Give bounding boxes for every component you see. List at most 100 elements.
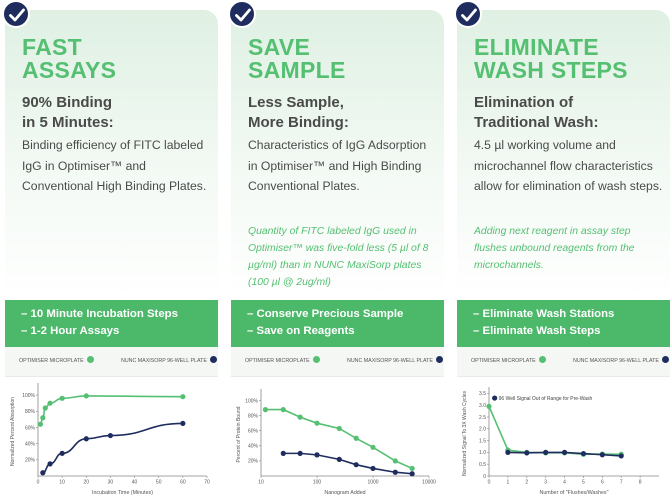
x-tick-label: 5 — [582, 480, 585, 486]
panel-save-sample: SAVE SAMPLE Less Sample, More Binding: C… — [231, 10, 444, 498]
series-line — [42, 422, 183, 474]
checkmark-icon — [461, 8, 477, 22]
x-tick-label: 30 — [108, 480, 114, 486]
x-tick-label: 4 — [563, 480, 566, 486]
navy-dot-icon — [661, 356, 669, 364]
data-point — [599, 452, 605, 458]
y-tick-label: 1.5 — [479, 438, 486, 444]
legend-label: NUNC MAXISORP 96-WELL PLATE — [347, 358, 433, 364]
y-tick-label: 100% — [22, 393, 35, 399]
data-point — [83, 393, 89, 399]
chart-protein-bound: 20% 40% 60% 80% 100% 10 100 1000 10000 Nanogram A… — [236, 389, 436, 496]
panel-subtitle: Less Sample, More Binding: — [248, 94, 349, 131]
x-tick-label: 1000 — [367, 480, 378, 486]
checkmark-icon — [235, 8, 251, 22]
checkmark-badge — [454, 0, 482, 28]
y-tick-label: 1.0 — [479, 450, 486, 456]
data-point — [392, 469, 398, 475]
x-tick-label: 60 — [180, 480, 186, 486]
y-axis-label: Normalized Percent Absorption — [10, 397, 16, 466]
panel-fast-assays: FAST ASSAYS 90% Binding in 5 Minutes: Bi… — [5, 10, 218, 498]
panel-title: FAST ASSAYS — [22, 34, 117, 83]
data-point — [280, 407, 286, 413]
chart-legend: OPTIMISER MICROPLATE NUNC MAXISORP 96-WE… — [457, 347, 670, 377]
data-point — [561, 449, 568, 455]
x-tick-label: 8 — [639, 480, 642, 486]
data-point — [180, 420, 186, 427]
panel-subtitle: 90% Binding in 5 Minutes: — [22, 94, 114, 131]
data-point — [107, 432, 114, 439]
y-tick-label: 0.5 — [479, 462, 486, 468]
benefit-item: – Save on Reagents — [247, 324, 355, 337]
data-point — [353, 435, 359, 441]
navy-dot-icon — [435, 356, 443, 364]
legend-label: OPTIMISER MICROPLATE — [19, 358, 84, 364]
data-point — [59, 395, 65, 401]
y-tick-label: 60% — [248, 429, 259, 435]
data-point — [409, 471, 415, 477]
x-tick-label: 1 — [506, 480, 509, 486]
data-point — [409, 465, 415, 472]
benefit-item: – Eliminate Wash Steps — [473, 324, 601, 337]
data-point — [543, 449, 549, 455]
x-axis-label: Number of "Flushes/Washes" — [540, 490, 609, 496]
panel-title: ELIMINATE WASH STEPS — [474, 34, 628, 83]
chart-legend: OPTIMISER MICROPLATE NUNC MAXISORP 96-WE… — [231, 347, 444, 377]
chart-annotation: 96 Well Signal Out of Range for Pre-Wash — [499, 396, 593, 402]
data-point — [314, 420, 320, 426]
x-tick-label: 10000 — [422, 480, 436, 486]
legend-label: OPTIMISER MICROPLATE — [245, 358, 310, 364]
y-tick-label: 20% — [248, 459, 259, 465]
x-tick-label: 0 — [37, 480, 40, 486]
data-point — [336, 425, 342, 432]
data-point — [392, 458, 398, 464]
data-point — [370, 444, 376, 450]
data-point — [47, 400, 53, 406]
x-tick-label: 6 — [601, 480, 604, 486]
data-point — [42, 405, 48, 411]
legend-item-optimiser: OPTIMISER MICROPLATE — [471, 356, 546, 364]
green-dot-icon — [312, 356, 320, 364]
benefit-item: – 10 Minute Incubation Steps — [21, 308, 178, 320]
y-axis-label: Normalized Signal To 3X Wash Cycles — [462, 390, 468, 476]
x-tick-label: 40 — [132, 480, 138, 486]
x-tick-label: 20 — [84, 480, 90, 486]
panel-subtitle: Elimination of Traditional Wash: — [474, 94, 599, 131]
data-point — [37, 421, 44, 427]
legend-label: NUNC MAXISORP 96-WELL PLATE — [573, 358, 659, 364]
data-point — [314, 452, 320, 458]
x-tick-label: 10 — [258, 480, 264, 486]
y-tick-label: 80% — [248, 413, 259, 419]
panel-note: Quantity of FITC labeled IgG used in Opt… — [248, 226, 429, 288]
x-tick-label: 7 — [620, 480, 623, 486]
y-tick-label: 2.5 — [479, 415, 486, 421]
panel-description: Binding efficiency of FITC labeled IgG i… — [22, 138, 207, 193]
data-point — [505, 449, 511, 455]
x-tick-label: 70 — [204, 480, 210, 486]
legend-item-nunc: NUNC MAXISORP 96-WELL PLATE — [573, 356, 669, 364]
benefit-item: – Conserve Precious Sample — [247, 308, 404, 320]
y-tick-label: 40% — [25, 441, 36, 447]
panel-description: Characteristics of IgG Adsorption in Opt… — [248, 138, 427, 193]
x-tick-label: 2 — [525, 480, 528, 486]
panel-title: SAVE SAMPLE — [248, 34, 346, 83]
legend-item-optimiser: OPTIMISER MICROPLATE — [245, 356, 320, 364]
data-point — [40, 470, 46, 476]
y-tick-label: 2.0 — [479, 427, 486, 433]
checkmark-badge — [2, 0, 30, 28]
series-line — [488, 406, 622, 456]
data-point — [47, 461, 53, 467]
benefits-bar: – Eliminate Wash Stations – Eliminate Wa… — [457, 300, 670, 347]
legend-label: NUNC MAXISORP 96-WELL PLATE — [121, 358, 207, 364]
data-point — [83, 436, 89, 442]
x-tick-label: 3 — [544, 480, 547, 486]
y-tick-label: 40% — [248, 444, 259, 450]
y-tick-label: 0 — [483, 474, 486, 480]
data-point — [370, 465, 376, 472]
y-tick-label: 3.0 — [479, 403, 486, 409]
data-point — [524, 450, 530, 456]
green-dot-icon — [538, 356, 546, 364]
data-point — [618, 453, 624, 459]
panel-eliminate-wash: ELIMINATE WASH STEPS Elimination of Trad… — [457, 10, 670, 498]
x-axis-label: Nanogram Added — [324, 490, 365, 496]
